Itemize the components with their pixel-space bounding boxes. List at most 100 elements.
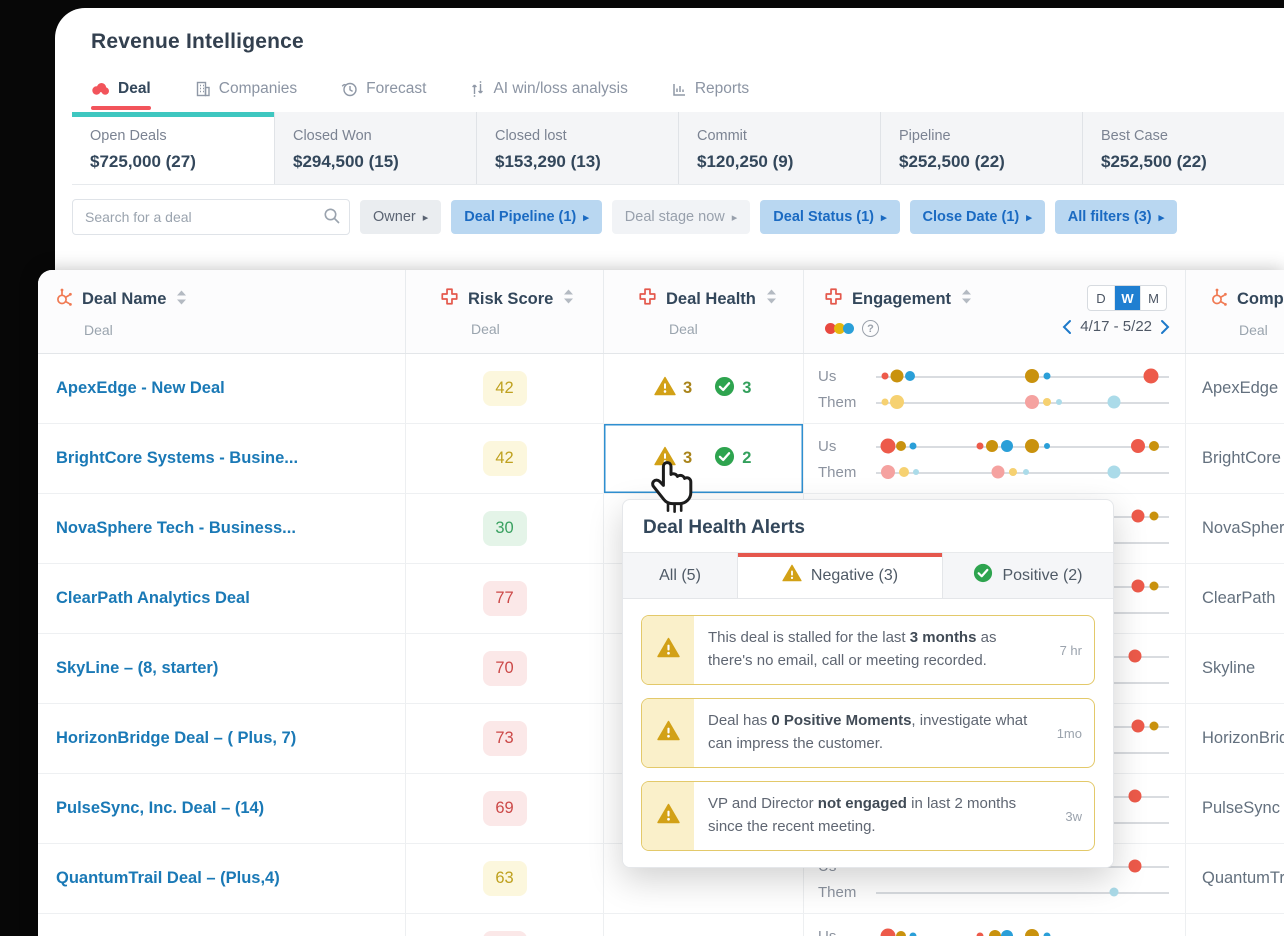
popup-tab-label: All (5) bbox=[659, 566, 701, 584]
card-value: $252,500 (22) bbox=[1100, 152, 1207, 171]
engagement-dot bbox=[1107, 395, 1121, 409]
engagement-dot bbox=[976, 932, 984, 936]
tab-companies[interactable]: Companies bbox=[195, 80, 297, 112]
deal-health-cell[interactable]: 3 3 bbox=[603, 354, 803, 423]
toggle-month[interactable]: M bbox=[1140, 286, 1166, 310]
column-label: Engagement bbox=[852, 289, 952, 308]
summary-card-pipeline[interactable]: Pipeline $252,500 (22) bbox=[879, 112, 1082, 184]
popup-tab-label: Negative (3) bbox=[810, 566, 899, 584]
deal-name-link[interactable]: ClearPath Analytics Deal bbox=[56, 589, 250, 607]
engagement-dot bbox=[1131, 439, 1146, 453]
engagement-dot bbox=[904, 371, 915, 381]
deal-health-cell[interactable]: 3 2 bbox=[603, 424, 803, 493]
deal-health-cell[interactable] bbox=[603, 914, 803, 936]
summary-card-best-case[interactable]: Best Case $252,500 (22) bbox=[1081, 112, 1284, 184]
filter-deal-pipeline[interactable]: Deal Pipeline (1) ▸ bbox=[451, 200, 602, 234]
deal-name-link[interactable]: PulseSync, Inc. Deal – (14) bbox=[56, 799, 265, 817]
deal-name-link[interactable]: SkyLine – (8, starter) bbox=[56, 659, 219, 677]
engagement-row-us: Us bbox=[818, 363, 1175, 389]
deal-name-cell: BrightCore Systems - Busine... bbox=[38, 424, 405, 493]
summary-card-commit[interactable]: Commit $120,250 (9) bbox=[677, 112, 880, 184]
risk-score-badge: 73 bbox=[482, 721, 527, 756]
negative-alerts: 3 bbox=[654, 376, 692, 401]
us-label: Us bbox=[818, 367, 837, 385]
sort-icon[interactable] bbox=[562, 288, 575, 310]
deal-name-link[interactable]: QuantumTrail Deal – (Plus,4) bbox=[56, 869, 280, 887]
engagement-row-them: Them bbox=[818, 389, 1175, 415]
deal-name-link[interactable]: HorizonBridge Deal – ( Plus, 7) bbox=[56, 729, 297, 747]
deal-health-cell[interactable] bbox=[603, 704, 803, 773]
company-cell: PulseSync bbox=[1185, 774, 1284, 843]
engagement-dot bbox=[1128, 649, 1142, 663]
column-header-engagement[interactable]: Engagement ? D W M bbox=[803, 270, 1185, 353]
chip-label: Deal Pipeline (1) bbox=[464, 209, 577, 225]
deal-health-cell[interactable] bbox=[603, 844, 803, 913]
toggle-week[interactable]: W bbox=[1114, 286, 1140, 310]
column-header-company[interactable]: Comp Deal bbox=[1185, 270, 1284, 353]
engagement-dot bbox=[881, 372, 889, 380]
column-label: Risk Score bbox=[468, 289, 554, 308]
sort-icon[interactable] bbox=[765, 288, 778, 310]
companies-icon bbox=[195, 81, 211, 97]
tab-deal[interactable]: Deal bbox=[91, 80, 151, 112]
search-input[interactable] bbox=[72, 199, 350, 235]
engagement-dot bbox=[1109, 887, 1119, 897]
engagement-dot bbox=[1131, 509, 1145, 523]
engagement-dot bbox=[1024, 439, 1039, 453]
tab-ai-winloss[interactable]: AI win/loss analysis bbox=[470, 80, 628, 112]
chip-label: Deal Status (1) bbox=[773, 209, 875, 225]
filter-deal-status[interactable]: Deal Status (1) ▸ bbox=[760, 200, 900, 234]
summary-card-closed-won[interactable]: Closed Won $294,500 (15) bbox=[273, 112, 476, 184]
engagement-dot bbox=[890, 395, 905, 409]
alert-card: VP and Director not engaged in last 2 mo… bbox=[641, 781, 1095, 851]
tab-label: Reports bbox=[694, 80, 750, 97]
filter-deal-stage[interactable]: Deal stage now ▸ bbox=[611, 200, 751, 234]
filter-all-filters[interactable]: All filters (3) ▸ bbox=[1054, 200, 1178, 234]
tab-forecast[interactable]: Forecast bbox=[341, 80, 426, 112]
popup-tab-all[interactable]: All (5) bbox=[623, 553, 738, 598]
deal-health-cell[interactable] bbox=[603, 494, 803, 563]
deal-health-cell[interactable] bbox=[603, 564, 803, 633]
summary-card-open-deals[interactable]: Open Deals $725,000 (27) bbox=[72, 112, 274, 184]
deal-name-link[interactable]: BrightCore Systems - Busine... bbox=[56, 449, 299, 467]
engagement-dot bbox=[1024, 929, 1039, 936]
tab-reports[interactable]: Reports bbox=[672, 80, 749, 112]
deal-name-link[interactable]: NovaSphere Tech - Business... bbox=[56, 519, 296, 537]
risk-score-cell bbox=[405, 914, 603, 936]
chevron-right-icon: ▸ bbox=[1158, 212, 1165, 224]
risk-score-badge: 42 bbox=[482, 371, 527, 406]
tab-label: Deal bbox=[118, 80, 151, 97]
toggle-day[interactable]: D bbox=[1096, 290, 1106, 306]
deal-health-cell[interactable] bbox=[603, 774, 803, 843]
summary-cards: Open Deals $725,000 (27) Closed Won $294… bbox=[72, 112, 1284, 185]
positive-count: 2 bbox=[742, 449, 752, 467]
column-header-deal-name[interactable]: Deal Name Deal bbox=[38, 270, 405, 353]
column-header-risk-score[interactable]: Risk Score Deal bbox=[405, 270, 603, 353]
deal-health-cell[interactable] bbox=[603, 634, 803, 703]
column-header-deal-health[interactable]: Deal Health Deal bbox=[603, 270, 803, 353]
sort-icon[interactable] bbox=[175, 289, 188, 311]
deal-name-cell: ApexEdge - New Deal bbox=[38, 354, 405, 423]
company-name: QuantumTrail bbox=[1202, 869, 1284, 887]
chevron-left-icon[interactable] bbox=[1061, 319, 1072, 335]
deal-name-link[interactable]: ApexEdge - New Deal bbox=[56, 379, 225, 397]
chip-label: All filters (3) bbox=[1067, 209, 1152, 225]
them-label: Them bbox=[818, 393, 857, 411]
risk-score-cell: 63 bbox=[405, 844, 603, 913]
popup-tab-positive[interactable]: Positive (2) bbox=[943, 553, 1113, 598]
filter-close-date[interactable]: Close Date (1) ▸ bbox=[909, 200, 1045, 234]
sort-icon[interactable] bbox=[960, 288, 973, 310]
filter-owner[interactable]: Owner ▸ bbox=[360, 200, 442, 234]
negative-count: 3 bbox=[683, 449, 693, 467]
column-sublabel: Deal bbox=[669, 321, 698, 337]
chevron-right-icon[interactable] bbox=[1160, 319, 1171, 335]
us-label: Us bbox=[818, 437, 837, 455]
engagement-dot bbox=[989, 930, 1002, 936]
summary-card-closed-lost[interactable]: Closed lost $153,290 (13) bbox=[475, 112, 678, 184]
engagement-row-us: Us bbox=[818, 433, 1175, 459]
risk-score-cell: 70 bbox=[405, 634, 603, 703]
check-circle-icon bbox=[714, 376, 735, 402]
popup-tab-negative[interactable]: Negative (3) bbox=[738, 553, 943, 598]
help-question-icon[interactable]: ? bbox=[862, 320, 879, 337]
deal-name-cell: SkyLine – (8, starter) bbox=[38, 634, 405, 703]
